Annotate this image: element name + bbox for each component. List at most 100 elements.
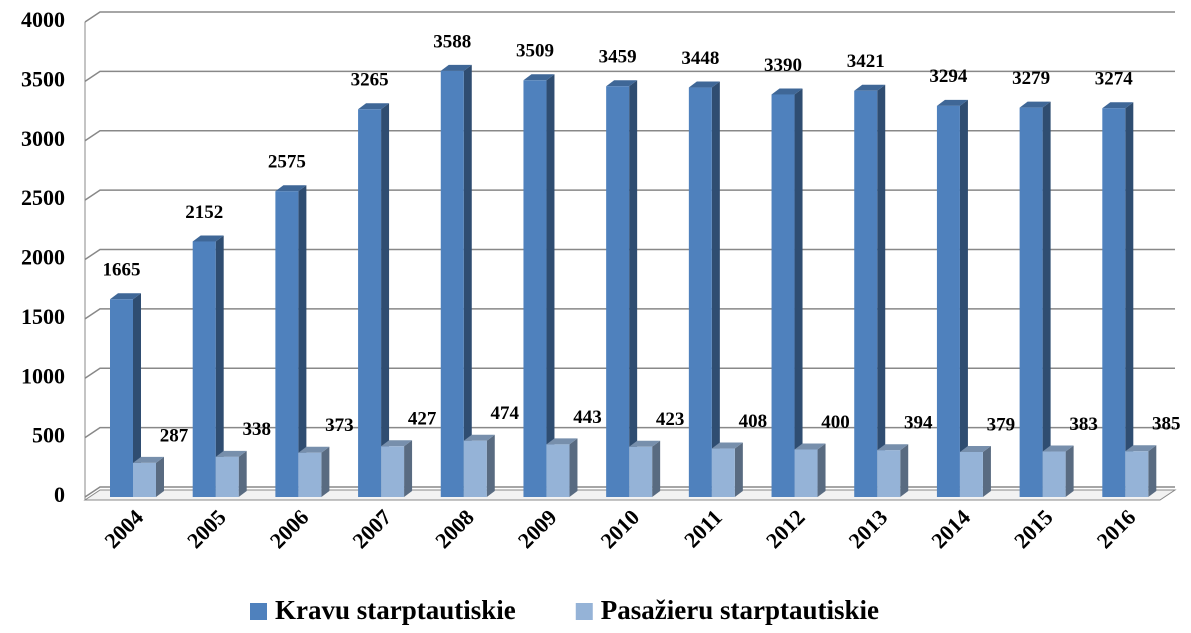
value-label: 385	[1152, 414, 1181, 435]
bar	[1102, 108, 1126, 498]
grid-line	[84, 70, 1175, 82]
bar-side	[817, 443, 826, 497]
x-tick-label: 2005	[182, 504, 231, 553]
x-tick-label: 2006	[265, 504, 314, 553]
y-tick-label: 0	[54, 482, 65, 507]
value-label: 3274	[1095, 69, 1134, 90]
value-label: 3390	[764, 55, 802, 76]
bar-side	[629, 80, 638, 498]
bar	[1019, 107, 1043, 498]
bar-top	[110, 293, 141, 300]
bar-top	[794, 443, 826, 450]
x-tick-label: 2010	[595, 504, 644, 553]
bar	[381, 446, 405, 497]
bar-top	[381, 440, 413, 447]
bar	[463, 440, 487, 497]
value-label: 2575	[268, 152, 306, 173]
bar-top	[358, 103, 390, 110]
bar-side	[298, 185, 307, 497]
bar	[298, 452, 322, 497]
y-tick-label: 4000	[21, 7, 65, 32]
bar-side	[1125, 102, 1134, 498]
value-label: 394	[904, 413, 933, 434]
bar-side	[734, 442, 743, 497]
grid-line	[84, 248, 1175, 261]
bar	[546, 444, 570, 497]
bar-top	[1125, 445, 1157, 452]
value-label: 3448	[681, 48, 719, 69]
bar	[794, 449, 818, 497]
bar-top	[1019, 101, 1051, 108]
bar-side	[215, 235, 224, 497]
bar-top	[440, 64, 472, 71]
y-tick-label: 2000	[21, 245, 65, 270]
bar	[1125, 451, 1149, 497]
value-label: 400	[821, 412, 850, 433]
bar-side	[1065, 445, 1074, 497]
y-tick-label: 3500	[21, 66, 65, 91]
x-tick-label: 2016	[1092, 504, 1141, 553]
bar-side	[133, 293, 141, 497]
x-tick-label: 2004	[99, 504, 148, 553]
y-tick-label: 500	[32, 423, 65, 448]
bar-side	[156, 456, 164, 497]
bar	[110, 299, 133, 497]
y-tick-label: 1500	[21, 304, 65, 329]
bar-top	[192, 235, 224, 242]
grid-line	[84, 11, 1175, 23]
bar	[215, 456, 239, 497]
bar-side	[1042, 101, 1051, 498]
bar-side	[463, 64, 472, 498]
bar	[440, 70, 464, 498]
bar-top	[936, 99, 968, 106]
y-tick-label: 1000	[21, 363, 65, 388]
bar-top	[463, 434, 495, 441]
value-label: 383	[1069, 414, 1098, 435]
bar	[877, 450, 901, 497]
x-tick-label: 2011	[679, 504, 727, 552]
bar-side	[1148, 445, 1157, 497]
bar	[275, 191, 299, 497]
bar-top	[1102, 102, 1134, 109]
bar-side	[546, 74, 555, 498]
bar-top	[711, 442, 743, 449]
value-label: 1665	[103, 260, 141, 281]
bar-side	[569, 438, 578, 497]
bar-top	[298, 446, 330, 453]
bar-side	[486, 434, 495, 497]
x-tick-label: 2015	[1009, 504, 1058, 553]
legend-label: Kravu starptautiskie	[275, 595, 516, 625]
value-label: 3279	[1012, 68, 1050, 89]
bar	[688, 87, 712, 498]
bar-top	[688, 81, 720, 88]
value-label: 3509	[516, 41, 554, 62]
bar	[936, 105, 960, 498]
bar-side	[711, 81, 720, 498]
x-tick-label: 2013	[844, 504, 893, 553]
bar-top	[606, 80, 638, 87]
value-label: 3421	[847, 51, 885, 72]
x-tick-label: 2014	[926, 504, 975, 553]
grid-line	[84, 426, 1175, 439]
bar-side	[982, 445, 991, 497]
value-label: 338	[242, 419, 271, 440]
x-tick-label: 2007	[347, 504, 396, 553]
bar-side	[900, 444, 909, 497]
bar-top	[629, 440, 661, 447]
bar-top	[771, 88, 803, 95]
bar-side	[238, 450, 247, 497]
x-tick-label: 2012	[761, 504, 810, 553]
bar-top	[523, 74, 555, 81]
value-label: 3294	[929, 66, 968, 87]
bar	[711, 448, 735, 497]
bar-side	[877, 84, 886, 497]
grid-line	[84, 308, 1175, 320]
bar-side	[959, 99, 968, 498]
y-tick-label: 3000	[21, 126, 65, 151]
bar	[523, 80, 547, 498]
bar	[192, 241, 216, 497]
value-label: 3265	[351, 70, 389, 91]
bar	[959, 451, 983, 497]
bar-top	[275, 185, 307, 192]
bar	[606, 86, 630, 498]
